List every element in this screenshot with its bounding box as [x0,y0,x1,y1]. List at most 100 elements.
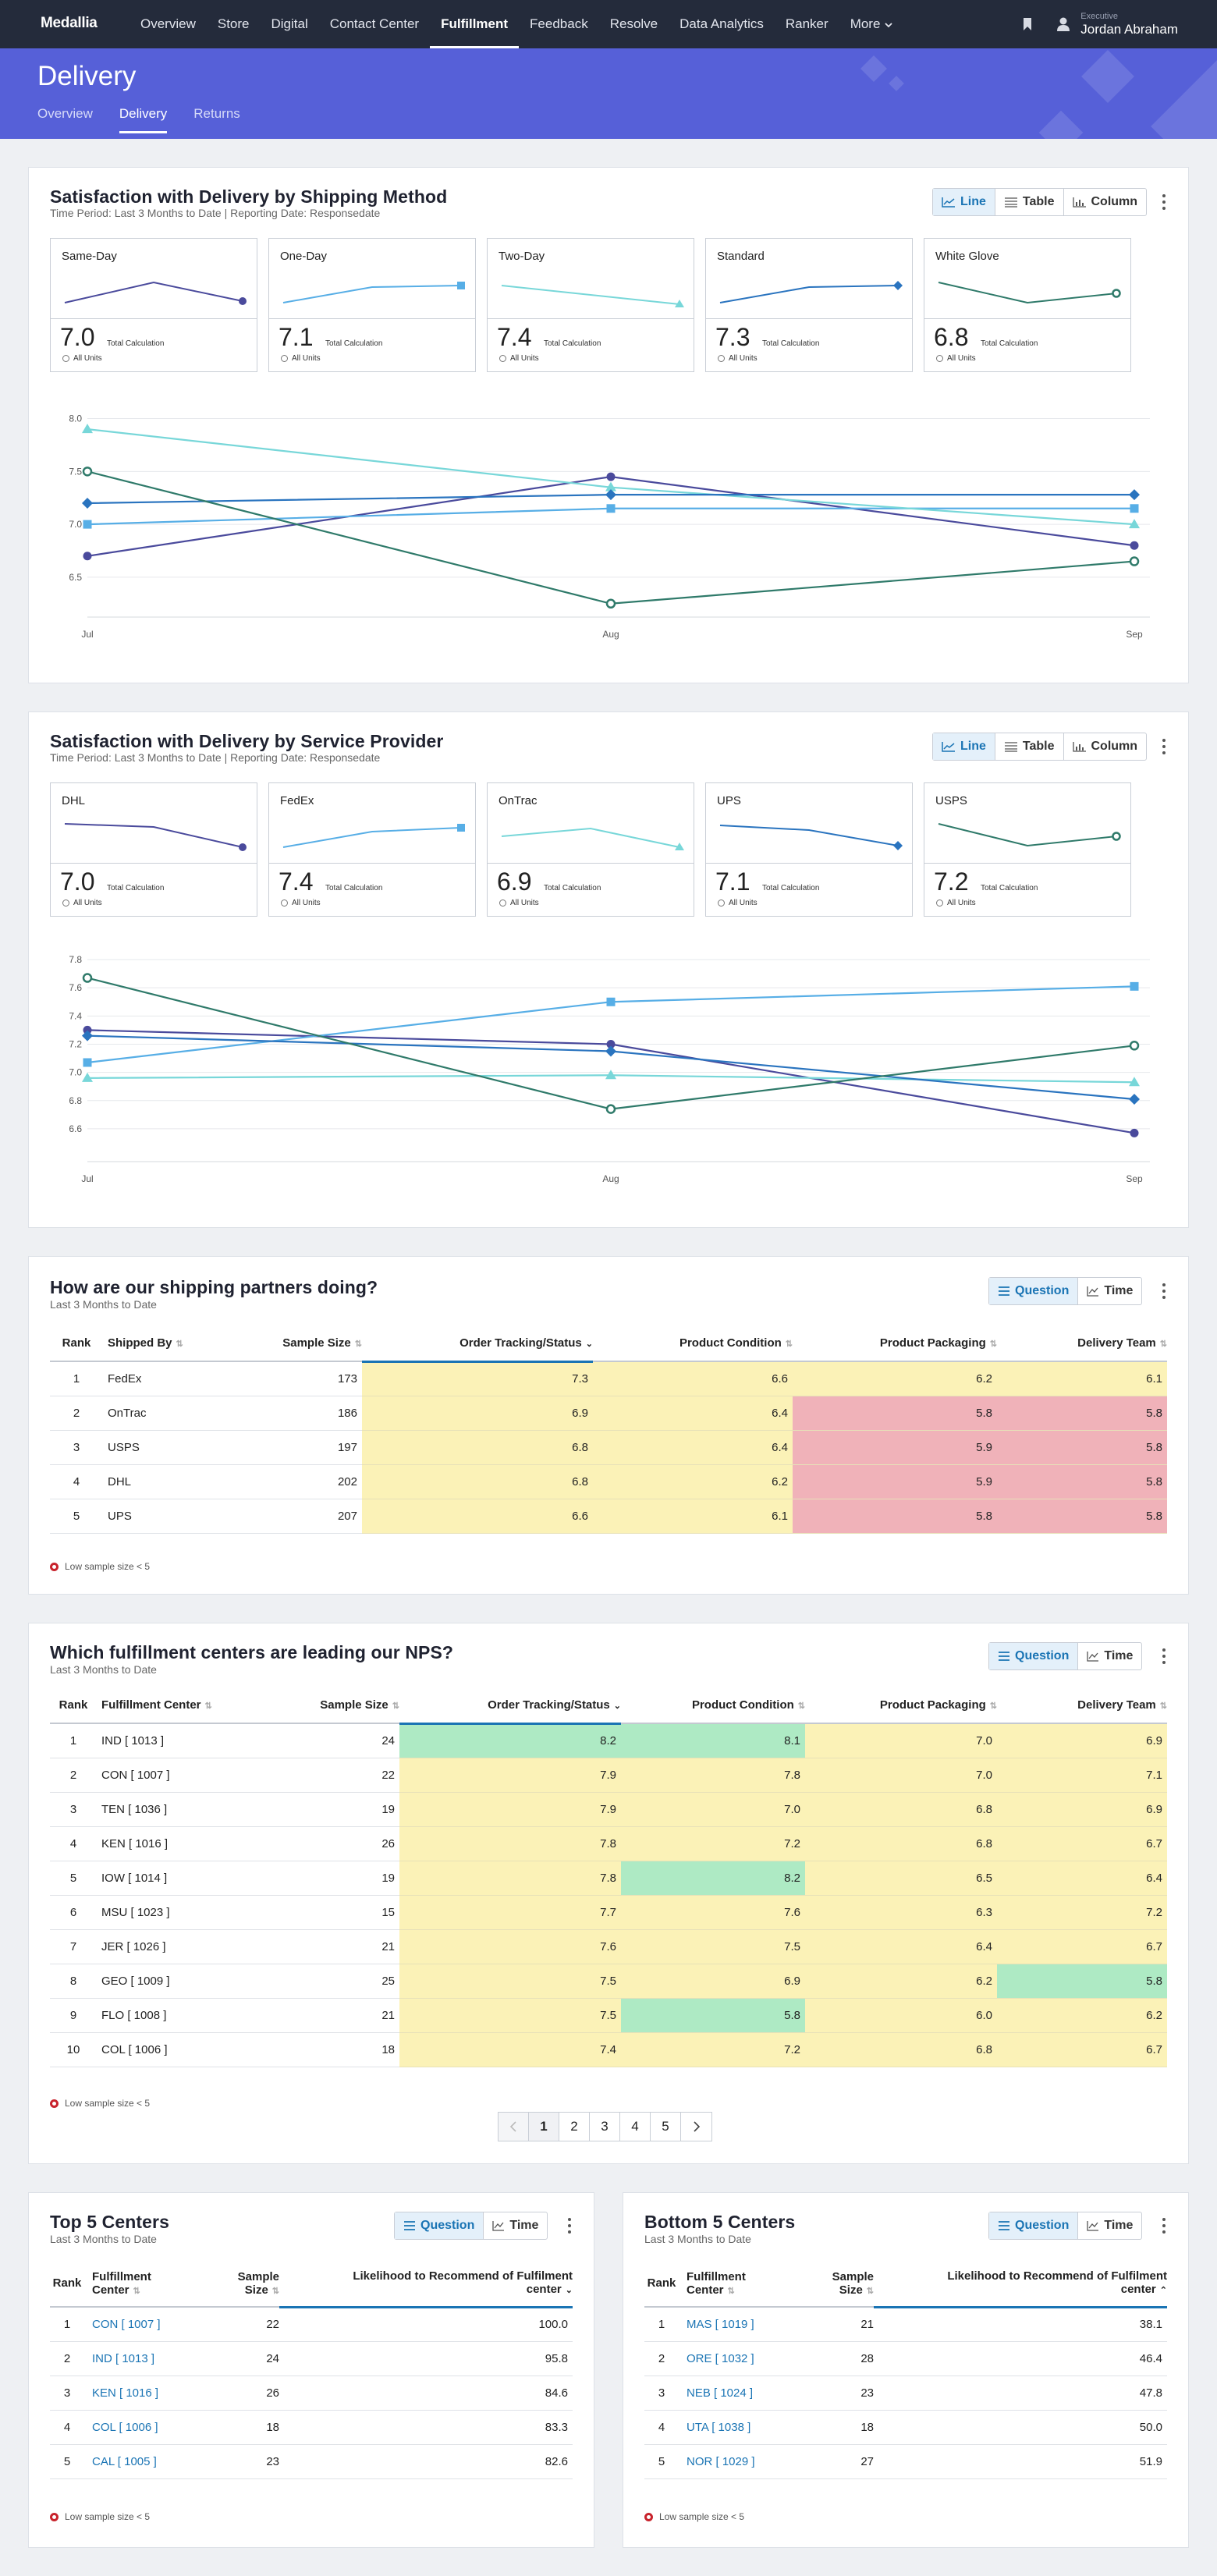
table-row[interactable]: 4 KEN [ 1016 ] 26 7.8 7.2 6.8 6.7 [50,1826,1167,1861]
nav-item-fulfillment[interactable]: Fulfillment [430,0,519,48]
sort-icon[interactable]: ⇅ [354,1339,362,1349]
question-view-button[interactable]: Question [395,2212,484,2239]
sort-asc-icon[interactable]: ⌃ [1159,2286,1167,2296]
center-link[interactable]: NEB [ 1024 ] [679,2376,788,2411]
column-view-button[interactable]: Column [1064,189,1147,215]
time-view-button[interactable]: Time [1078,1278,1141,1304]
col-shipped-by[interactable]: Shipped By ⇅ [103,1325,237,1362]
all-units-radio[interactable]: All Units [936,899,976,907]
more-options-icon[interactable] [1157,2214,1171,2237]
col-likelihood-to-recommend[interactable]: Likelihood to Recommend of Fulfilment ce… [874,2260,1167,2308]
page-3-button[interactable]: 3 [590,2113,620,2141]
metric-tile-ontrac[interactable]: OnTrac 6.9 Total Calculation All Units [487,782,694,917]
all-units-radio[interactable]: All Units [281,354,321,363]
medallia-logo[interactable]: Medallia [41,15,98,31]
all-units-radio[interactable]: All Units [62,899,102,907]
page-1-button[interactable]: 1 [529,2113,559,2141]
page-2-button[interactable]: 2 [559,2113,590,2141]
sort-icon[interactable]: ⇅ [797,1701,805,1711]
col-fulfillment-center[interactable]: Fulfillment Center ⇅ [97,1687,276,1724]
table-row[interactable]: 2 ORE [ 1032 ] 28 46.4 [644,2341,1167,2376]
sort-desc-icon[interactable]: ⌄ [613,1701,621,1711]
nav-item-feedback[interactable]: Feedback [530,16,588,31]
metric-tile-fedex[interactable]: FedEx 7.4 Total Calculation All Units [268,782,476,917]
table-row[interactable]: 4 COL [ 1006 ] 18 83.3 [50,2410,573,2445]
col-sample-size[interactable]: Sample Size ⇅ [237,1325,362,1362]
center-link[interactable]: MAS [ 1019 ] [679,2307,788,2342]
sort-icon[interactable]: ⇅ [727,2286,735,2296]
table-row[interactable]: 2 OnTrac 186 6.9 6.4 5.8 5.8 [50,1396,1167,1431]
tab-returns[interactable]: Returns [193,106,240,121]
table-view-button[interactable]: Table [995,189,1064,215]
table-row[interactable]: 5 CAL [ 1005 ] 23 82.6 [50,2444,573,2479]
page-5-button[interactable]: 5 [651,2113,681,2141]
sort-icon[interactable]: ⇅ [392,1701,399,1711]
more-options-icon[interactable] [1157,1645,1171,1668]
col-fulfillment-center[interactable]: Fulfillment Center ⇅ [679,2260,788,2308]
nav-item-contact-center[interactable]: Contact Center [329,16,420,31]
nav-item-resolve[interactable]: Resolve [609,16,658,31]
sort-icon[interactable]: ⇅ [1159,1339,1167,1349]
col-order-tracking[interactable]: Order Tracking/Status ⌄ [362,1325,593,1363]
line-view-button[interactable]: Line [933,189,995,215]
time-view-button[interactable]: Time [484,2212,547,2239]
line-view-button[interactable]: Line [933,733,995,760]
question-view-button[interactable]: Question [989,1278,1079,1304]
all-units-radio[interactable]: All Units [499,899,539,907]
col-delivery-team[interactable]: Delivery Team ⇅ [997,1325,1167,1362]
nav-item-ranker[interactable]: Ranker [785,16,828,31]
metric-tile-white-glove[interactable]: White Glove 6.8 Total Calculation All Un… [924,238,1131,372]
center-link[interactable]: NOR [ 1029 ] [679,2444,788,2479]
col-fulfillment-center[interactable]: Fulfillment Center ⇅ [84,2260,193,2308]
sort-icon[interactable]: ⇅ [204,1701,212,1711]
center-link[interactable]: CAL [ 1005 ] [84,2444,193,2479]
metric-tile-same-day[interactable]: Same-Day 7.0 Total Calculation All Units [50,238,257,372]
table-row[interactable]: 1 MAS [ 1019 ] 21 38.1 [644,2307,1167,2342]
more-options-icon[interactable] [562,2214,577,2237]
tab-overview[interactable]: Overview [37,106,93,121]
sort-desc-icon[interactable]: ⌄ [565,2286,573,2296]
metric-tile-two-day[interactable]: Two-Day 7.4 Total Calculation All Units [487,238,694,372]
sort-icon[interactable]: ⇅ [989,1701,997,1711]
tab-delivery[interactable]: Delivery [119,106,168,133]
table-row[interactable]: 5 NOR [ 1029 ] 27 51.9 [644,2444,1167,2479]
table-row[interactable]: 10 COL [ 1006 ] 18 7.4 7.2 6.8 6.7 [50,2032,1167,2067]
question-view-button[interactable]: Question [989,2212,1079,2239]
all-units-radio[interactable]: All Units [936,354,976,363]
sort-icon[interactable]: ⇅ [133,2286,140,2296]
table-view-button[interactable]: Table [995,733,1064,760]
next-page-button[interactable] [681,2113,711,2141]
table-row[interactable]: 1 IND [ 1013 ] 24 8.2 8.1 7.0 6.9 [50,1723,1167,1758]
col-product-packaging[interactable]: Product Packaging ⇅ [793,1325,997,1362]
sort-icon[interactable]: ⇅ [785,1339,793,1349]
sort-icon[interactable]: ⇅ [989,1339,997,1349]
nav-item-data-analytics[interactable]: Data Analytics [679,16,764,31]
center-link[interactable]: ORE [ 1032 ] [679,2341,788,2376]
bookmark-icon[interactable] [1020,16,1035,32]
center-link[interactable]: COL [ 1006 ] [84,2410,193,2445]
table-row[interactable]: 9 FLO [ 1008 ] 21 7.5 5.8 6.0 6.2 [50,1998,1167,2033]
page-4-button[interactable]: 4 [620,2113,651,2141]
table-row[interactable]: 2 CON [ 1007 ] 22 7.9 7.8 7.0 7.1 [50,1758,1167,1793]
sort-icon[interactable]: ⇅ [866,2286,874,2296]
table-row[interactable]: 4 DHL 202 6.8 6.2 5.9 5.8 [50,1464,1167,1499]
col-sample-size[interactable]: Sample Size ⇅ [276,1687,399,1724]
all-units-radio[interactable]: All Units [499,354,539,363]
nav-item-more[interactable]: More [839,0,904,48]
center-link[interactable]: IND [ 1013 ] [84,2341,193,2376]
col-likelihood-to-recommend[interactable]: Likelihood to Recommend of Fulfilment ce… [279,2260,573,2308]
table-row[interactable]: 5 UPS 207 6.6 6.1 5.8 5.8 [50,1499,1167,1534]
more-options-icon[interactable] [1157,1279,1171,1303]
sort-icon[interactable]: ⇅ [176,1339,183,1349]
col-product-packaging[interactable]: Product Packaging ⇅ [805,1687,997,1724]
table-row[interactable]: 3 NEB [ 1024 ] 23 47.8 [644,2376,1167,2411]
more-options-icon[interactable] [1157,190,1171,214]
column-view-button[interactable]: Column [1064,733,1147,760]
metric-tile-dhl[interactable]: DHL 7.0 Total Calculation All Units [50,782,257,917]
table-row[interactable]: 1 CON [ 1007 ] 22 100.0 [50,2307,573,2342]
question-view-button[interactable]: Question [989,1643,1079,1669]
center-link[interactable]: CON [ 1007 ] [84,2307,193,2342]
col-delivery-team[interactable]: Delivery Team ⇅ [997,1687,1167,1724]
sort-icon[interactable]: ⇅ [271,2286,279,2296]
all-units-radio[interactable]: All Units [718,354,758,363]
